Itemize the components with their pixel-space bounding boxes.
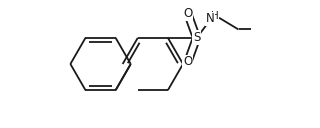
Text: O: O bbox=[183, 55, 192, 68]
Text: S: S bbox=[193, 31, 200, 44]
Text: O: O bbox=[183, 7, 192, 20]
Text: H: H bbox=[211, 11, 219, 21]
Text: N: N bbox=[205, 12, 214, 25]
